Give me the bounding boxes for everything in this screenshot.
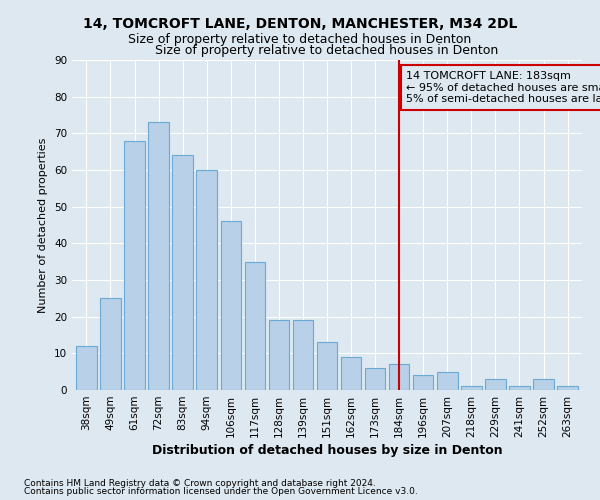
Bar	[365, 368, 385, 390]
Bar	[76, 346, 97, 390]
Bar	[557, 386, 578, 390]
Bar	[221, 222, 241, 390]
Bar	[461, 386, 482, 390]
Bar	[100, 298, 121, 390]
Text: Contains HM Land Registry data © Crown copyright and database right 2024.: Contains HM Land Registry data © Crown c…	[24, 478, 376, 488]
Bar	[293, 320, 313, 390]
Text: 14, TOMCROFT LANE, DENTON, MANCHESTER, M34 2DL: 14, TOMCROFT LANE, DENTON, MANCHESTER, M…	[83, 18, 517, 32]
Bar	[124, 140, 145, 390]
Bar	[413, 376, 433, 390]
Bar	[317, 342, 337, 390]
Title: Size of property relative to detached houses in Denton: Size of property relative to detached ho…	[155, 44, 499, 58]
Bar	[269, 320, 289, 390]
Bar	[148, 122, 169, 390]
Bar	[509, 386, 530, 390]
Bar	[245, 262, 265, 390]
Y-axis label: Number of detached properties: Number of detached properties	[38, 138, 49, 312]
X-axis label: Distribution of detached houses by size in Denton: Distribution of detached houses by size …	[152, 444, 502, 457]
Bar	[485, 379, 506, 390]
Bar	[196, 170, 217, 390]
Bar	[437, 372, 458, 390]
Text: Size of property relative to detached houses in Denton: Size of property relative to detached ho…	[128, 32, 472, 46]
Text: 14 TOMCROFT LANE: 183sqm
← 95% of detached houses are smaller (446)
5% of semi-d: 14 TOMCROFT LANE: 183sqm ← 95% of detach…	[406, 71, 600, 104]
Bar	[172, 156, 193, 390]
Text: Contains public sector information licensed under the Open Government Licence v3: Contains public sector information licen…	[24, 487, 418, 496]
Bar	[533, 379, 554, 390]
Bar	[341, 357, 361, 390]
Bar	[389, 364, 409, 390]
